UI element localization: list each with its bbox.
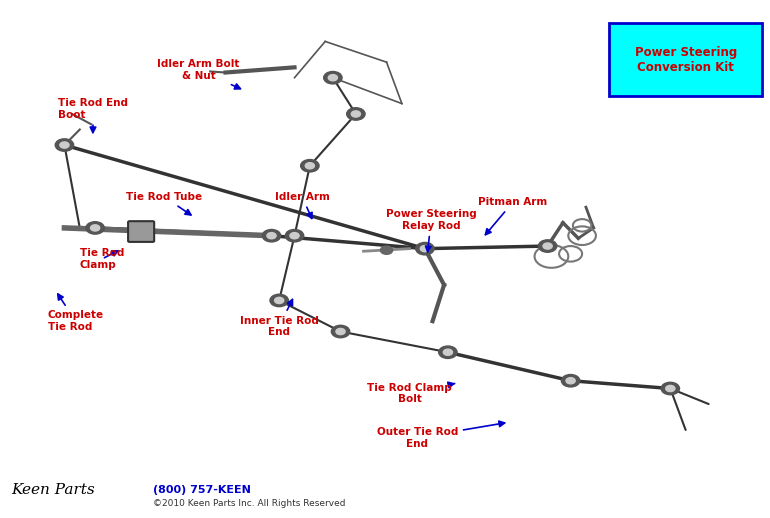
Text: Inner Tie Rod
End: Inner Tie Rod End (239, 299, 319, 337)
Circle shape (86, 222, 104, 234)
Text: Power Steering
Conversion Kit: Power Steering Conversion Kit (634, 46, 737, 74)
Circle shape (91, 225, 100, 231)
Text: (800) 757-KEEN: (800) 757-KEEN (152, 484, 250, 495)
Circle shape (543, 243, 552, 249)
Circle shape (290, 233, 299, 239)
Text: ©2010 Keen Parts Inc. All Rights Reserved: ©2010 Keen Parts Inc. All Rights Reserve… (152, 499, 345, 508)
Circle shape (416, 242, 434, 255)
Circle shape (666, 385, 675, 392)
Circle shape (55, 139, 74, 151)
Circle shape (351, 111, 360, 117)
Circle shape (305, 163, 314, 169)
Text: Tie Rod Tube: Tie Rod Tube (126, 192, 203, 215)
Text: Tie Rod Clamp
Bolt: Tie Rod Clamp Bolt (367, 382, 455, 405)
Text: Complete
Tie Rod: Complete Tie Rod (48, 294, 104, 332)
Circle shape (420, 246, 430, 252)
Text: Keen Parts: Keen Parts (11, 482, 95, 497)
Circle shape (328, 75, 337, 81)
Circle shape (439, 346, 457, 358)
Text: Idler Arm Bolt
& Nut: Idler Arm Bolt & Nut (157, 59, 240, 89)
Circle shape (60, 142, 69, 148)
FancyBboxPatch shape (128, 221, 154, 242)
Circle shape (380, 246, 393, 254)
Circle shape (300, 160, 319, 172)
Circle shape (323, 71, 342, 84)
Circle shape (286, 229, 303, 242)
Circle shape (270, 294, 289, 307)
Circle shape (275, 297, 284, 304)
Circle shape (331, 325, 350, 338)
Circle shape (538, 240, 557, 252)
Circle shape (263, 229, 281, 242)
Text: Idler Arm: Idler Arm (275, 192, 330, 219)
Circle shape (346, 108, 365, 120)
Text: Tie Rod End
Boot: Tie Rod End Boot (59, 98, 129, 133)
Circle shape (444, 349, 453, 355)
Text: Outer Tie Rod
End: Outer Tie Rod End (377, 421, 504, 449)
Text: Tie Rod
Clamp: Tie Rod Clamp (80, 248, 124, 270)
Circle shape (267, 233, 276, 239)
Text: Power Steering
Relay Rod: Power Steering Relay Rod (386, 209, 477, 252)
Text: Pitman Arm: Pitman Arm (478, 197, 547, 235)
Circle shape (661, 382, 679, 395)
Circle shape (566, 378, 575, 384)
FancyBboxPatch shape (609, 23, 762, 96)
Circle shape (561, 375, 580, 387)
Circle shape (336, 328, 345, 335)
